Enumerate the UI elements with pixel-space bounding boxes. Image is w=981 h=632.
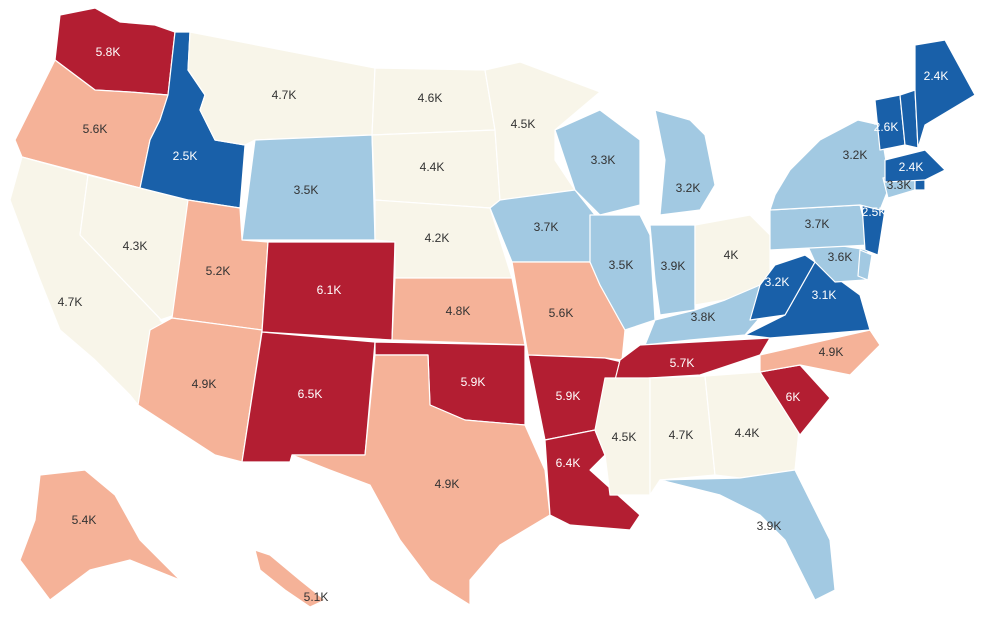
- state-nd[interactable]: [371, 67, 496, 136]
- state-md[interactable]: [804, 239, 869, 283]
- state-al[interactable]: [649, 375, 716, 496]
- state-nj[interactable]: [861, 204, 886, 256]
- state-ak[interactable]: [19, 469, 181, 601]
- state-ms[interactable]: [594, 377, 651, 496]
- state-ny[interactable]: [769, 119, 891, 211]
- state-ks[interactable]: [391, 277, 526, 346]
- state-wy[interactable]: [241, 134, 376, 241]
- state-in[interactable]: [649, 224, 696, 316]
- state-sd[interactable]: [371, 129, 501, 209]
- state-shapes: [9, 7, 976, 608]
- state-mi[interactable]: [654, 109, 716, 216]
- state-de[interactable]: [857, 249, 873, 281]
- state-pa[interactable]: [769, 204, 871, 251]
- state-il[interactable]: [589, 214, 656, 331]
- state-wi[interactable]: [554, 109, 641, 216]
- state-fl[interactable]: [659, 469, 836, 601]
- state-az[interactable]: [137, 317, 263, 463]
- state-tx[interactable]: [291, 354, 551, 606]
- state-hi[interactable]: [254, 549, 326, 608]
- state-co[interactable]: [261, 241, 396, 341]
- state-nm[interactable]: [241, 331, 376, 463]
- state-ia[interactable]: [489, 189, 601, 263]
- state-me[interactable]: [914, 39, 976, 149]
- state-mn[interactable]: [484, 61, 601, 201]
- state-ma[interactable]: [884, 149, 946, 183]
- state-mt[interactable]: [187, 31, 376, 146]
